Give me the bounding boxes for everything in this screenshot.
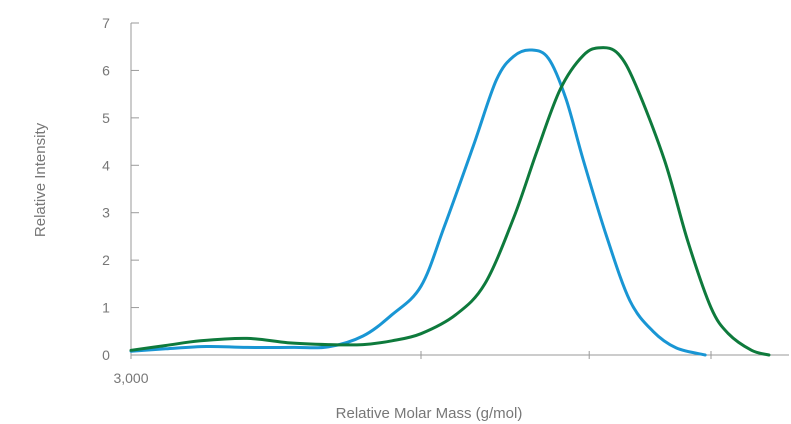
- y-tick-label: 4: [102, 157, 110, 173]
- series-line-1: [129, 48, 707, 357]
- y-tick-label: 1: [102, 300, 110, 316]
- y-tick-label: 5: [102, 110, 110, 126]
- y-tick-label: 3: [102, 205, 110, 221]
- y-tick-label: 6: [102, 62, 110, 78]
- y-axis-title: Relative Intensity: [32, 122, 49, 237]
- y-tick-label: 2: [102, 252, 110, 268]
- y-tick-label: 7: [102, 15, 110, 31]
- x-tick-label: 3,000: [113, 370, 148, 386]
- series-line-2: [129, 46, 771, 357]
- y-tick-label: 0: [102, 347, 110, 363]
- x-axis-title: Relative Molar Mass (g/mol): [336, 405, 523, 422]
- series-layer: [129, 46, 771, 357]
- axes: 0 1 2 3 4 5 6 7 3,000: [102, 15, 789, 386]
